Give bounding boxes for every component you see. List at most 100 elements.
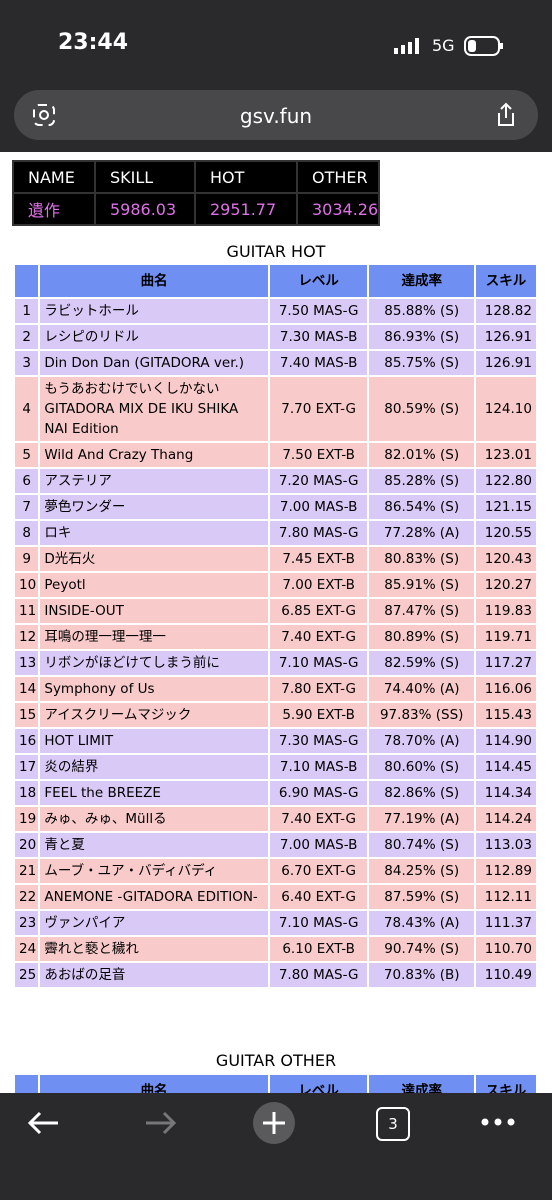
level: 7.80 MAS-G	[267, 961, 370, 989]
row-number: 22	[12, 883, 41, 911]
skill: 110.70	[474, 935, 538, 963]
row-number: 7	[12, 493, 41, 521]
row-number: 24	[12, 935, 41, 963]
level: 7.50 MAS-G	[267, 297, 370, 325]
battery-icon	[464, 36, 503, 56]
row-number: 17	[12, 753, 41, 781]
song-row: 3 Din Don Dan (GITADORA ver.) 7.40 MAS-B 85…	[12, 349, 538, 377]
menu-button[interactable]	[480, 1117, 516, 1127]
level: 6.90 MAS-G	[267, 779, 370, 807]
song-row: 4 もうあおむけでいくしかない GITADORA MIX DE IKU SHIKA…	[12, 375, 538, 443]
skill: 124.10	[474, 375, 538, 443]
achievement: 78.70% (A)	[367, 727, 477, 755]
network: 5G	[432, 36, 455, 55]
url[interactable]: gsv.fun	[239, 104, 313, 128]
skill: 120.43	[474, 545, 538, 573]
back-button[interactable]	[26, 1109, 62, 1137]
level: 7.50 EXT-B	[267, 441, 370, 469]
song-name: レシピのリドル	[38, 323, 270, 351]
skill: 114.24	[474, 805, 538, 833]
song-row: 14 Symphony of Us 7.80 EXT-G 74.40% (A) 116.…	[12, 675, 538, 703]
lens-icon[interactable]	[32, 103, 56, 127]
skill: 114.45	[474, 753, 538, 781]
song-row: 2 レシピのリドル 7.30 MAS-B 86.93% (S) 126.91	[12, 323, 538, 351]
column-header: 曲名	[38, 263, 270, 299]
achievement: 87.59% (S)	[367, 883, 477, 911]
row-number: 16	[12, 727, 41, 755]
skill: 113.03	[474, 831, 538, 859]
row-number: 20	[12, 831, 41, 859]
level: 7.40 EXT-G	[267, 623, 370, 651]
skill: 120.55	[474, 519, 538, 547]
skill: 123.01	[474, 441, 538, 469]
level: 6.10 EXT-B	[267, 935, 370, 963]
song-name: みゅ、みゅ、Müllる	[38, 805, 270, 833]
summary-header: NAME	[12, 160, 96, 194]
row-number: 18	[12, 779, 41, 807]
achievement: 70.83% (B)	[367, 961, 477, 989]
achievement: 85.88% (S)	[367, 297, 477, 325]
clock: 23:44	[58, 30, 129, 55]
song-name: ムーブ・ユア・バディバディ	[38, 857, 270, 885]
level: 7.00 EXT-B	[267, 571, 370, 599]
song-name: Wild And Crazy Thang	[38, 441, 270, 469]
section-title: GUITAR HOT	[226, 242, 326, 261]
column-header: 達成率	[367, 263, 477, 299]
song-name: INSIDE-OUT	[38, 597, 270, 625]
skill: 120.27	[474, 571, 538, 599]
achievement: 84.25% (S)	[367, 857, 477, 885]
share-icon[interactable]	[494, 102, 518, 128]
bottom-nav: 3	[0, 1093, 552, 1200]
song-row: 24 霽れと褻と穢れ 6.10 EXT-B 90.74% (S) 110.70	[12, 935, 538, 963]
song-row: 12 耳鳴の理一理一理一 7.40 EXT-G 80.89% (S) 119.71	[12, 623, 538, 651]
achievement: 77.28% (A)	[367, 519, 477, 547]
song-name: アイスクリームマジック	[38, 701, 270, 729]
achievement: 80.83% (S)	[367, 545, 477, 573]
summary-table: NAME SKILL HOT OTHER 遺作 5986.03 2951.77 3034.26	[12, 160, 381, 226]
url-bar[interactable]: gsv.fun	[14, 90, 538, 140]
new-tab-button[interactable]	[252, 1101, 296, 1145]
summary-value: 遺作	[12, 192, 96, 226]
signal-icon	[394, 38, 419, 54]
header-row: 曲名 レベル 達成率 スキル	[12, 263, 538, 299]
level: 7.10 MAS-G	[267, 909, 370, 937]
column-header	[12, 263, 41, 299]
song-name: Peyotl	[38, 571, 270, 599]
song-name: Symphony of Us	[38, 675, 270, 703]
song-name: D光石火	[38, 545, 270, 573]
row-number: 6	[12, 467, 41, 495]
level: 7.40 EXT-G	[267, 805, 370, 833]
skill: 119.71	[474, 623, 538, 651]
forward-button[interactable]	[142, 1109, 178, 1137]
song-row: 15 アイスクリームマジック 5.90 EXT-B 97.83% (SS) 115.43	[12, 701, 538, 729]
row-number: 19	[12, 805, 41, 833]
row-number: 9	[12, 545, 41, 573]
tab-count[interactable]: 3	[376, 1107, 410, 1141]
skill: 126.91	[474, 349, 538, 377]
song-row: 21 ムーブ・ユア・バディバディ 6.70 EXT-G 84.25% (S) 112.8…	[12, 857, 538, 885]
row-number: 12	[12, 623, 41, 651]
row-number: 8	[12, 519, 41, 547]
summary-header-row: NAME SKILL HOT OTHER	[12, 160, 381, 194]
song-name: HOT LIMIT	[38, 727, 270, 755]
achievement: 82.59% (S)	[367, 649, 477, 677]
row-number: 4	[12, 375, 41, 443]
song-row: 17 炎の結界 7.10 MAS-B 80.60% (S) 114.45	[12, 753, 538, 781]
song-row: 6 アステリア 7.20 MAS-G 85.28% (S) 122.80	[12, 467, 538, 495]
song-row: 8 ロキ 7.80 MAS-G 77.28% (A) 120.55	[12, 519, 538, 547]
level: 6.85 EXT-G	[267, 597, 370, 625]
achievement: 80.59% (S)	[367, 375, 477, 443]
song-row: 13 リボンがほどけてしまう前に 7.10 MAS-G 82.59% (S) 117.2…	[12, 649, 538, 677]
summary-header: OTHER	[295, 160, 381, 194]
row-number: 5	[12, 441, 41, 469]
skill: 114.34	[474, 779, 538, 807]
achievement: 78.43% (A)	[367, 909, 477, 937]
level: 7.00 MAS-B	[267, 493, 370, 521]
row-number: 21	[12, 857, 41, 885]
row-number: 25	[12, 961, 41, 989]
score-table: 曲名 レベル 達成率 スキル 1 ラビットホール 7.50 MAS-G 85.88% (S) 1…	[12, 263, 538, 989]
achievement: 86.93% (S)	[367, 323, 477, 351]
song-row: 5 Wild And Crazy Thang 7.50 EXT-B 82.01% (S…	[12, 441, 538, 469]
song-row: 1 ラビットホール 7.50 MAS-G 85.88% (S) 128.82	[12, 297, 538, 325]
